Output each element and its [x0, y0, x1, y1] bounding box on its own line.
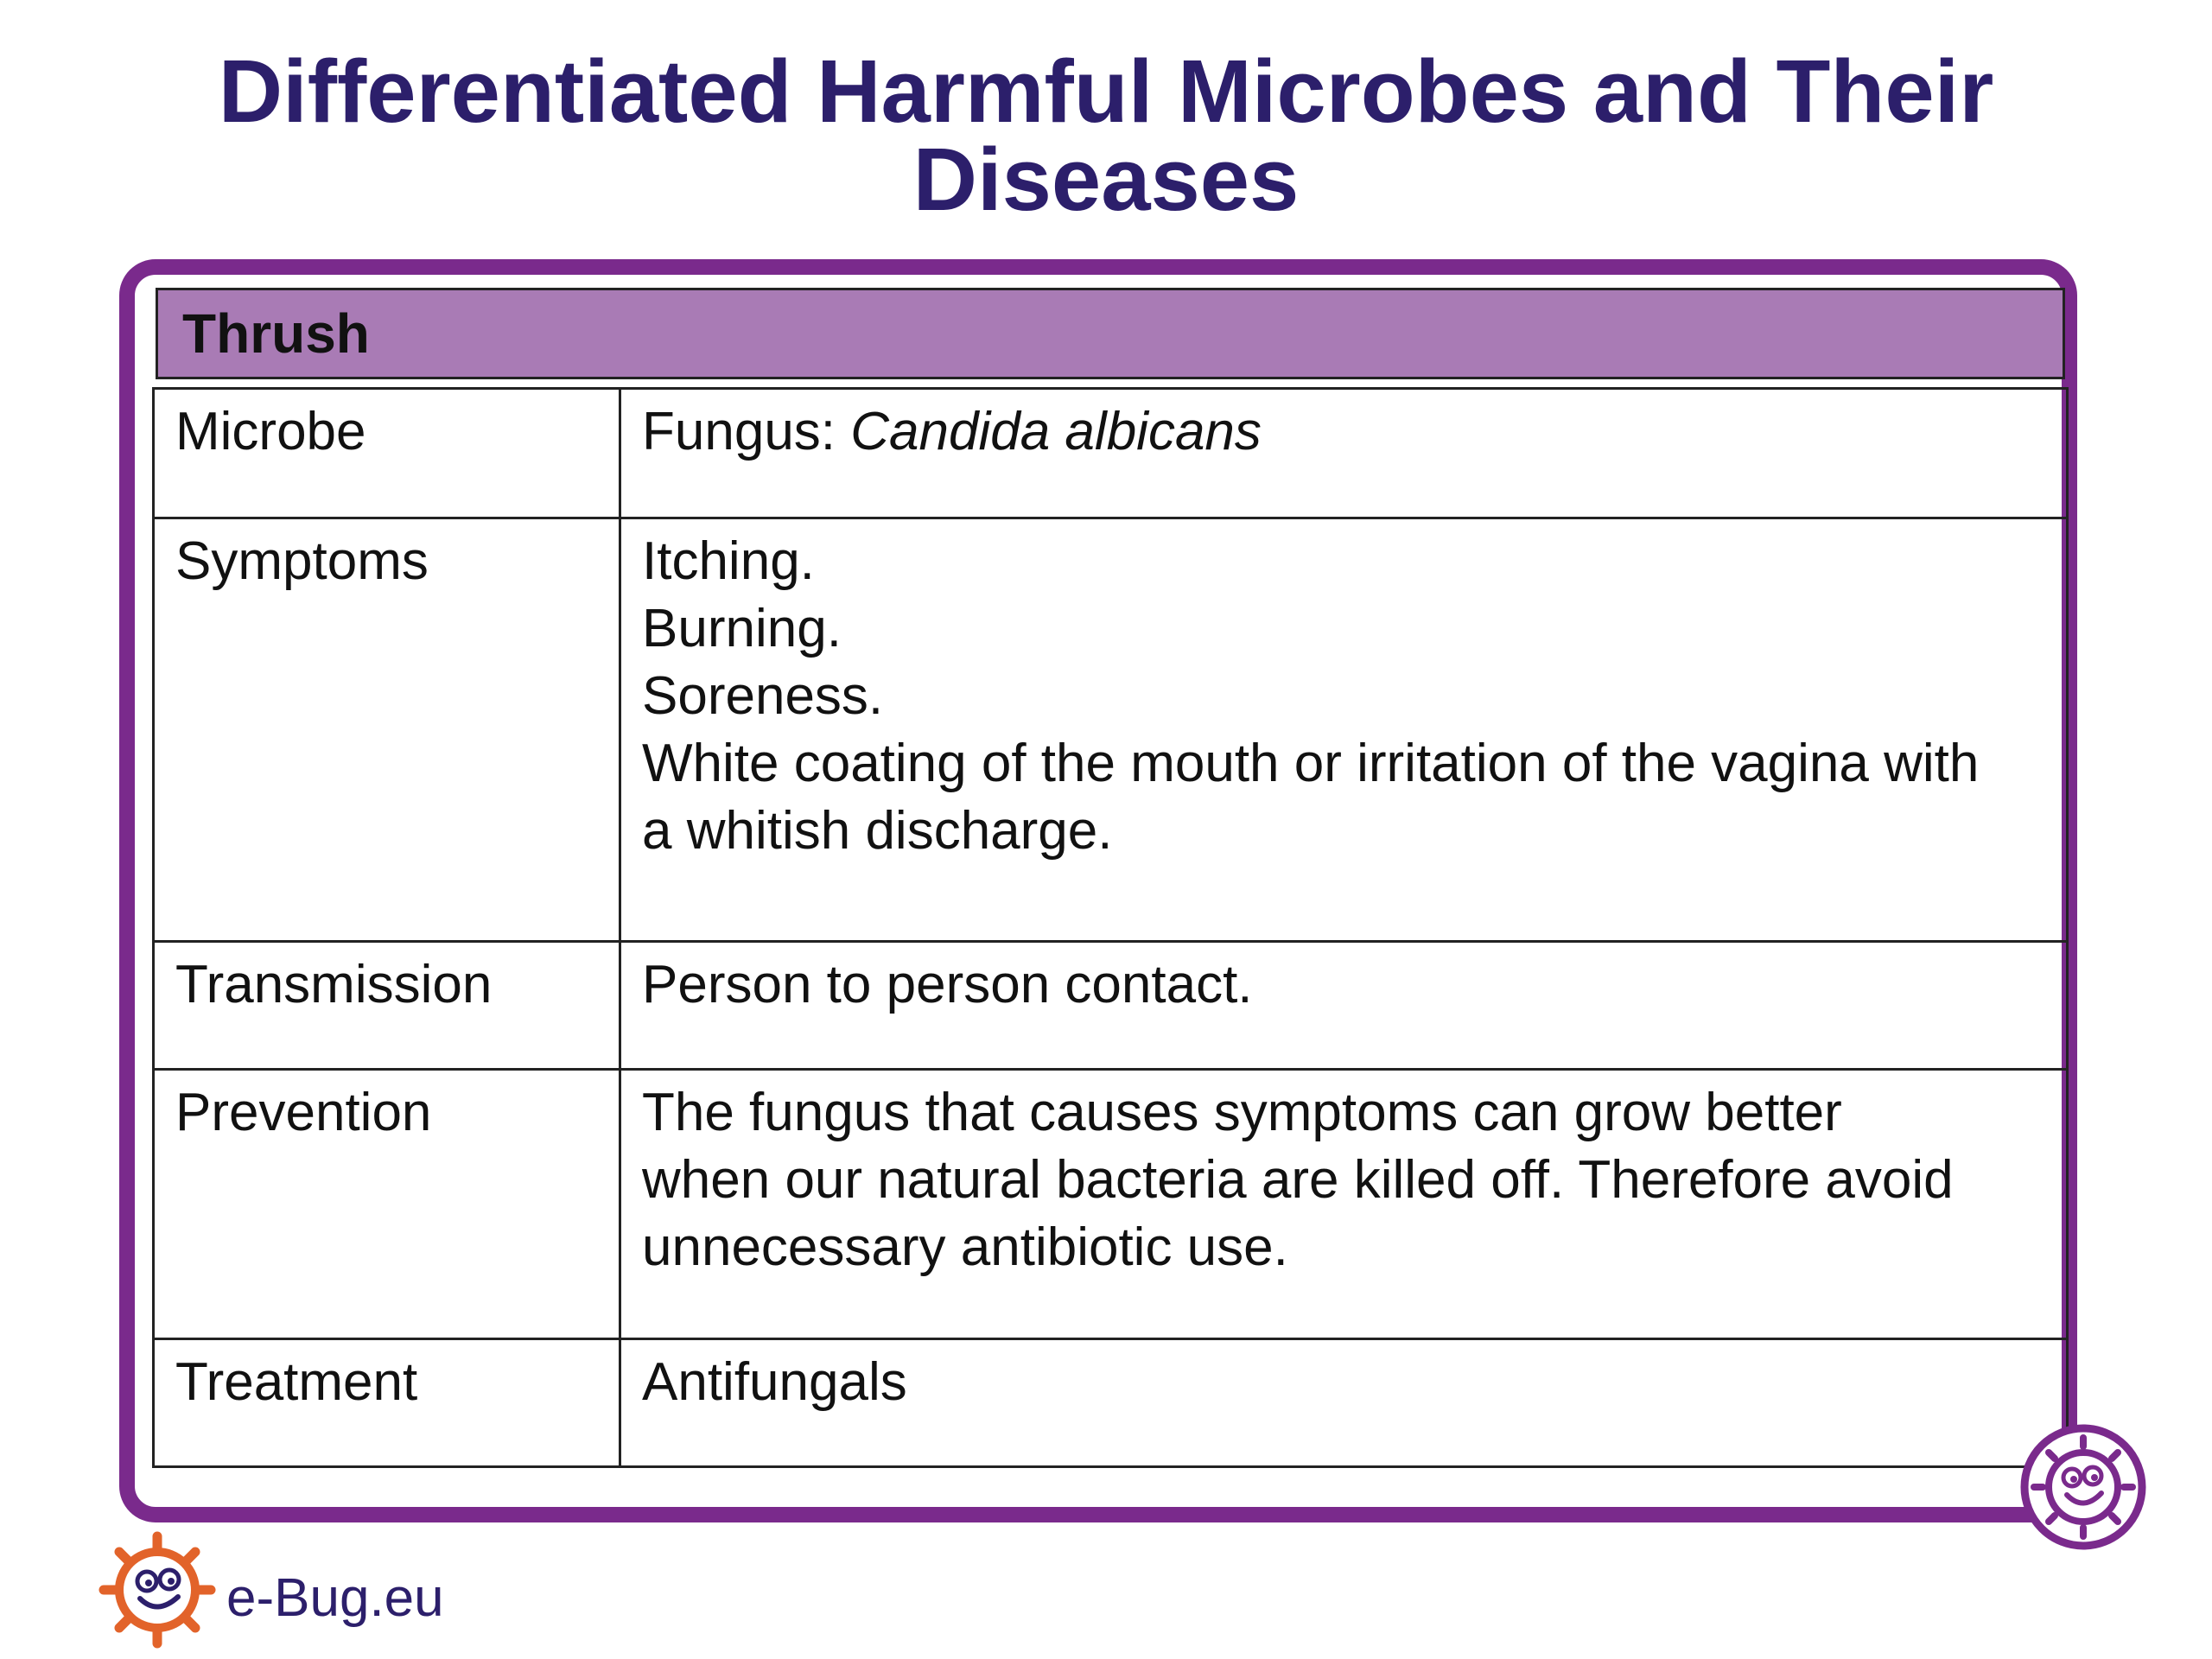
prevention-line: when our natural bacteria are killed off… [642, 1150, 1954, 1210]
table-row-symptoms: Symptoms Itching. Burning. Soreness. Whi… [152, 517, 2069, 943]
page-title: Differentiated Harmful Microbes and Thei… [0, 41, 2212, 229]
symptom-line: Itching. [642, 531, 815, 591]
row-value: The fungus that causes symptoms can grow… [619, 1068, 2069, 1340]
symptom-line: White coating of the mouth or irritation… [642, 734, 1980, 793]
row-label: Prevention [152, 1068, 621, 1340]
disease-header: Thrush [156, 288, 2065, 379]
symptom-line: a whitish discharge. [642, 801, 1113, 861]
symptom-line: Burning. [642, 599, 842, 658]
disease-name: Thrush [182, 302, 370, 365]
table-row-transmission: Transmission Person to person contact. [152, 940, 2069, 1071]
row-label: Transmission [152, 940, 621, 1071]
logo-text: e-Bug.eu [226, 1568, 444, 1628]
transmission-line: Person to person contact. [642, 955, 1253, 1014]
table-row-treatment: Treatment Antifungals [152, 1338, 2069, 1468]
table-row-microbe: Microbe Fungus: Candida albicans [152, 387, 2069, 519]
row-value: Antifungals [619, 1338, 2069, 1468]
disease-info-table: Microbe Fungus: Candida albicans Symptom… [152, 387, 2069, 1468]
title-line-1: Differentiated Harmful Microbes and Thei… [218, 41, 1994, 141]
row-label: Treatment [152, 1338, 621, 1468]
row-value: Itching. Burning. Soreness. White coatin… [619, 517, 2069, 943]
row-value: Person to person contact. [619, 940, 2069, 1071]
e-bug-logo-icon [99, 1531, 216, 1649]
microbe-prefix: Fungus: [642, 402, 851, 461]
row-value: Fungus: Candida albicans [619, 387, 2069, 519]
row-label: Symptoms [152, 517, 621, 943]
smiling-microbe-icon [2020, 1424, 2146, 1550]
table-row-prevention: Prevention The fungus that causes sympto… [152, 1068, 2069, 1340]
prevention-line: unnecessary antibiotic use. [642, 1217, 1288, 1277]
row-label: Microbe [152, 387, 621, 519]
prevention-line: The fungus that causes symptoms can grow… [642, 1083, 1842, 1142]
microbe-species: Candida albicans [850, 402, 1262, 461]
symptom-line: Soreness. [642, 666, 884, 726]
treatment-line: Antifungals [642, 1352, 907, 1412]
title-line-2: Diseases [912, 130, 1300, 229]
